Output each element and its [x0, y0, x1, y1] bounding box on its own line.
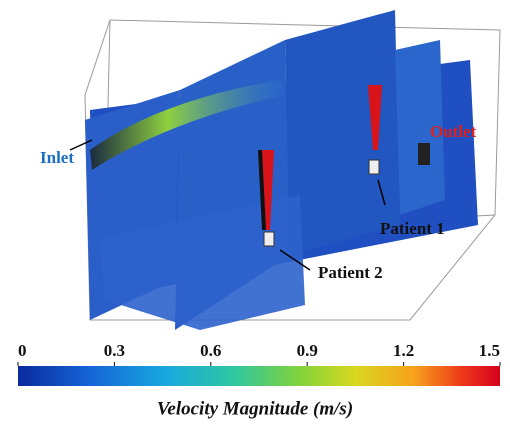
- outlet-label: Outlet: [430, 122, 477, 141]
- colorbar-title: Velocity Magnitude (m/s): [157, 398, 353, 419]
- colorbar-tick-label: 1.2: [393, 341, 414, 360]
- colorbar-tick-label: 0.9: [297, 341, 318, 360]
- outlet-vent: [418, 143, 430, 165]
- cfd-domain: Inlet Outlet Patient 1 Patient 2: [40, 10, 500, 330]
- colorbar: [18, 366, 500, 386]
- inlet-label: Inlet: [40, 148, 74, 167]
- colorbar-tick-label: 0: [18, 341, 27, 360]
- colorbar-tick-label: 1.5: [479, 341, 500, 360]
- patient-1-label: Patient 1: [380, 219, 445, 238]
- colorbar-tick-label: 0.6: [200, 341, 221, 360]
- patient-1-figure: [369, 160, 379, 174]
- patient-2-figure: [264, 232, 274, 246]
- figure: Inlet Outlet Patient 1 Patient 2 Velocit…: [0, 0, 510, 425]
- patient-2-label: Patient 2: [318, 263, 383, 282]
- colorbar-tick-label: 0.3: [104, 341, 125, 360]
